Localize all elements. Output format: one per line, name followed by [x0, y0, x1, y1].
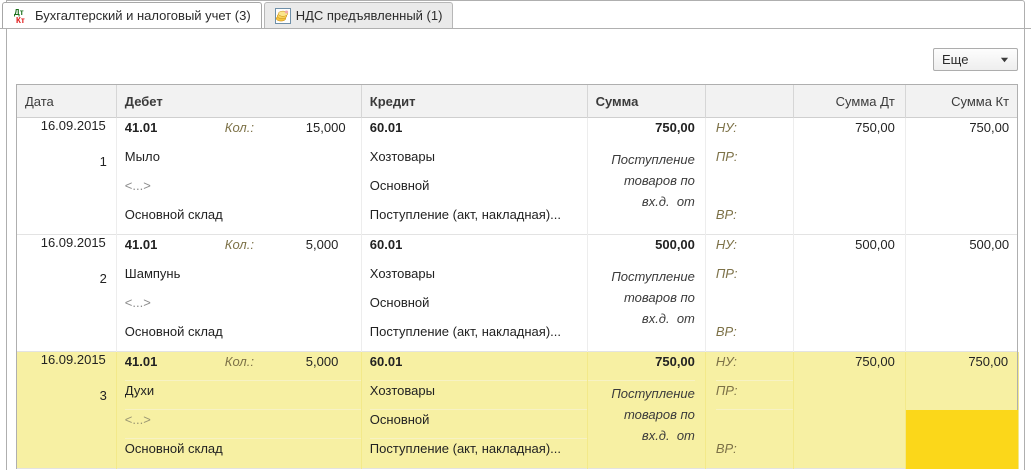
- svg-text:Кт: Кт: [16, 16, 25, 25]
